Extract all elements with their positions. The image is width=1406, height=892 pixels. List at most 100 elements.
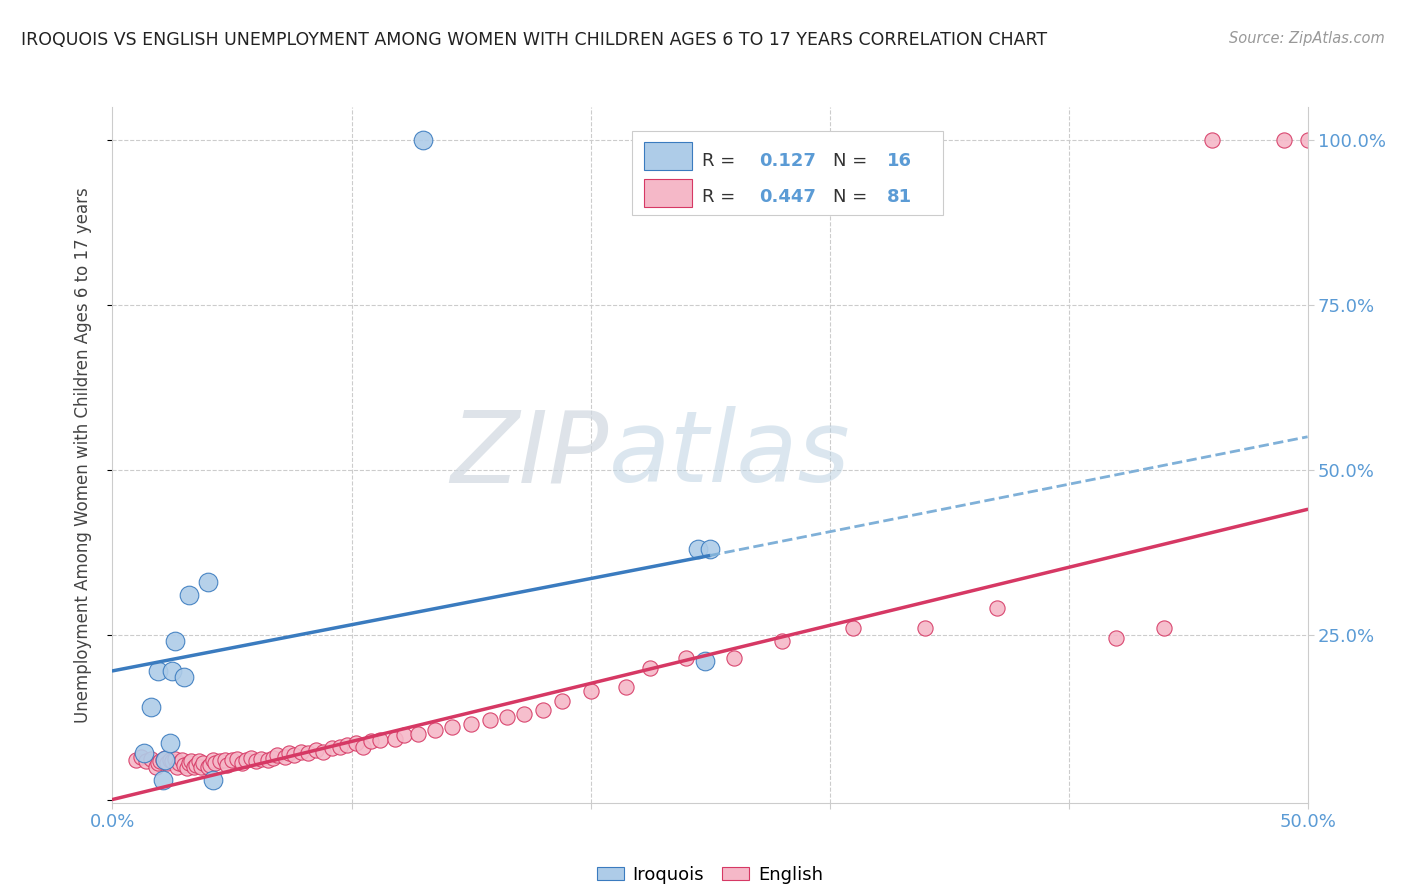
FancyBboxPatch shape xyxy=(644,178,692,207)
Point xyxy=(190,759,212,773)
Point xyxy=(240,751,263,765)
Point xyxy=(186,757,208,772)
Text: atlas: atlas xyxy=(609,407,851,503)
Point xyxy=(245,754,267,768)
Point xyxy=(425,723,447,738)
Point xyxy=(173,758,195,772)
Point xyxy=(614,681,637,695)
Point xyxy=(135,754,157,768)
Point xyxy=(842,621,865,635)
Point xyxy=(1153,621,1175,635)
Point xyxy=(1272,133,1295,147)
Point xyxy=(159,736,181,750)
Point xyxy=(986,601,1008,615)
Point xyxy=(312,745,335,759)
Point xyxy=(408,726,430,740)
Point xyxy=(139,751,162,765)
Point xyxy=(139,700,162,714)
Point xyxy=(183,759,205,773)
Text: 0.447: 0.447 xyxy=(759,188,815,206)
Point xyxy=(162,754,183,768)
Point xyxy=(531,703,554,717)
Text: N =: N = xyxy=(834,152,873,169)
Text: ZIP: ZIP xyxy=(450,407,609,503)
Point xyxy=(225,751,247,765)
Point xyxy=(479,714,502,728)
Point xyxy=(278,747,301,761)
Point xyxy=(231,756,253,771)
Point xyxy=(686,541,709,556)
Point xyxy=(1201,133,1223,147)
Point xyxy=(156,756,179,771)
Point xyxy=(699,541,721,556)
Point xyxy=(257,753,280,767)
Point xyxy=(352,739,374,754)
Point xyxy=(579,683,602,698)
Point xyxy=(638,660,662,674)
Point xyxy=(163,751,186,765)
Text: 16: 16 xyxy=(887,152,912,169)
Point xyxy=(695,654,717,668)
Point xyxy=(176,761,198,775)
Point xyxy=(170,753,193,767)
Point xyxy=(153,753,176,767)
Point xyxy=(770,634,793,648)
Text: 81: 81 xyxy=(887,188,912,206)
Point xyxy=(273,749,295,764)
Point xyxy=(145,759,167,773)
Point xyxy=(512,706,534,721)
Point xyxy=(914,621,936,635)
Point xyxy=(440,720,463,734)
Point xyxy=(221,753,243,767)
Point xyxy=(152,753,174,767)
Point xyxy=(266,747,288,762)
Point xyxy=(169,756,191,771)
Point xyxy=(304,743,326,757)
Point xyxy=(297,747,319,761)
Text: 0.127: 0.127 xyxy=(759,152,815,169)
Point xyxy=(173,671,195,685)
Point xyxy=(262,751,284,765)
Point xyxy=(149,754,172,768)
Text: R =: R = xyxy=(702,188,741,206)
Point xyxy=(290,745,312,759)
Point xyxy=(283,747,305,762)
Point xyxy=(249,751,271,765)
Point xyxy=(187,754,209,768)
Text: IROQUOIS VS ENGLISH UNEMPLOYMENT AMONG WOMEN WITH CHILDREN AGES 6 TO 17 YEARS CO: IROQUOIS VS ENGLISH UNEMPLOYMENT AMONG W… xyxy=(21,31,1047,49)
Point xyxy=(201,753,224,767)
Point xyxy=(159,753,181,767)
Point xyxy=(392,728,415,742)
Point xyxy=(197,759,219,773)
Point xyxy=(152,772,174,787)
Point xyxy=(180,754,202,768)
Point xyxy=(193,756,215,771)
Point xyxy=(197,574,219,589)
Point xyxy=(177,588,200,602)
Text: N =: N = xyxy=(834,188,873,206)
Point xyxy=(460,716,482,731)
Point xyxy=(177,756,200,771)
Point xyxy=(675,650,697,665)
Legend: Iroquois, English: Iroquois, English xyxy=(589,859,831,891)
Point xyxy=(235,753,257,767)
Point xyxy=(201,772,224,787)
Point xyxy=(166,759,188,773)
Point xyxy=(336,739,359,753)
Point xyxy=(146,756,169,771)
FancyBboxPatch shape xyxy=(644,142,692,169)
Point xyxy=(200,757,222,772)
Point xyxy=(153,751,176,765)
Point xyxy=(214,753,236,767)
Point xyxy=(146,664,169,678)
Point xyxy=(412,133,434,147)
Point xyxy=(129,749,152,764)
Point xyxy=(551,693,574,707)
Point xyxy=(360,734,382,748)
Point xyxy=(204,756,226,771)
FancyBboxPatch shape xyxy=(633,131,943,215)
Text: R =: R = xyxy=(702,152,741,169)
Point xyxy=(1105,631,1128,645)
Point xyxy=(328,739,352,754)
Point xyxy=(208,754,231,768)
